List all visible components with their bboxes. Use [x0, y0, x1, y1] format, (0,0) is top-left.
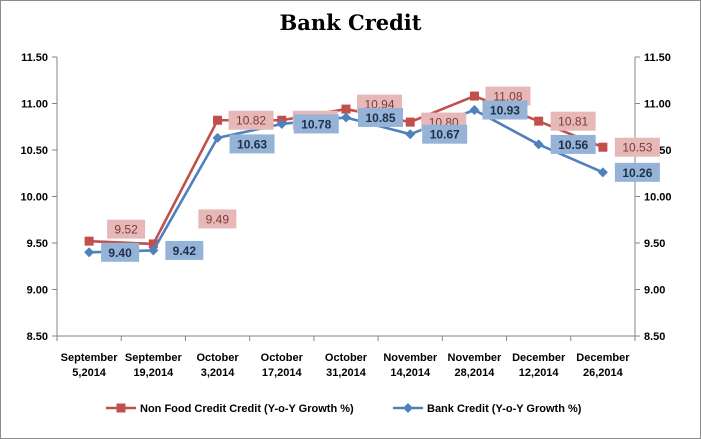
- secondary-y-tick-label: 10.00: [644, 192, 672, 204]
- secondary-y-tick-label: 9.00: [644, 285, 665, 297]
- bank-credit-point: [84, 247, 95, 258]
- bank-credit-data-label: 10.63: [229, 134, 275, 154]
- data-label-text: 10.63: [237, 137, 267, 151]
- bank-credit-line: [89, 108, 604, 254]
- bank-credit-data-label: 10.67: [422, 124, 468, 144]
- data-label-box: [101, 242, 140, 262]
- y-tick-label: 9.00: [27, 285, 48, 297]
- data-label-text: 10.85: [365, 111, 395, 125]
- bank-credit-point: [341, 112, 351, 123]
- x-tick-label: December 12,2014: [512, 352, 566, 379]
- data-label-box: [482, 100, 528, 120]
- data-label-text: 9.40: [108, 246, 132, 260]
- y-tick-label: 8.50: [27, 331, 48, 343]
- nonfood-credit-point: [213, 115, 223, 125]
- bank-credit-data-label: 10.93: [482, 100, 528, 120]
- data-label-text: 10.81: [558, 115, 588, 129]
- secondary-y-tick-label: 9.50: [644, 238, 665, 250]
- data-label-text: 9.49: [206, 212, 230, 226]
- bank-credit-point: [148, 245, 159, 256]
- data-labels: 9.529.4910.8210.8210.9410.8011.0810.8110…: [101, 86, 660, 262]
- nonfood-credit-point: [598, 142, 608, 152]
- nonfood-credit-point: [84, 236, 94, 246]
- data-label-text: 11.08: [493, 90, 522, 104]
- x-tick-label: September 19,2014: [125, 352, 183, 379]
- data-label-box: [228, 110, 274, 130]
- legend-label: Bank Credit (Y-o-Y Growth %): [427, 403, 582, 415]
- data-label-box: [165, 240, 204, 260]
- nonfood-credit-point: [469, 91, 479, 101]
- chart-title: Bank Credit: [279, 10, 422, 35]
- data-label-box: [198, 209, 237, 229]
- x-tick-label: November 14,2014: [383, 352, 438, 379]
- legend-marker: [403, 403, 413, 413]
- y-tick-label: 11.50: [21, 52, 48, 64]
- nonfood-credit-data-label: 10.53: [614, 137, 660, 157]
- x-tick-label: September 5,2014: [61, 352, 119, 379]
- bank-credit-data-label: 10.56: [550, 134, 596, 154]
- data-label-box: [229, 134, 275, 154]
- data-label-text: 10.78: [301, 117, 331, 131]
- nonfood-credit-data-label: 9.49: [198, 209, 237, 229]
- nonfood-credit-point: [534, 116, 544, 126]
- nonfood-credit-point: [341, 104, 351, 114]
- bank-credit-point: [533, 139, 544, 150]
- legend-item-bank-credit: Bank Credit (Y-o-Y Growth %): [393, 403, 582, 415]
- nonfood-credit-data-label: 10.82: [228, 110, 274, 130]
- data-label-text: 10.26: [622, 166, 652, 180]
- legend-marker: [116, 403, 126, 413]
- data-label-box: [614, 162, 660, 182]
- data-label-box: [614, 137, 660, 157]
- bank-credit-point: [212, 132, 223, 143]
- data-label-text: 10.56: [558, 138, 588, 152]
- secondary-y-tick-label: 11.50: [644, 52, 671, 64]
- nonfood-credit-data-label: 9.52: [107, 219, 146, 239]
- x-tick-label: October 3,2014: [196, 352, 239, 379]
- y-tick-label: 10.00: [20, 192, 48, 204]
- secondary-y-tick-label: 8.50: [644, 331, 665, 343]
- data-label-text: 10.93: [490, 104, 520, 118]
- data-label-text: 9.52: [114, 223, 138, 237]
- data-label-text: 9.42: [173, 244, 197, 258]
- x-tick-label: November 28,2014: [448, 352, 503, 379]
- bank-credit-data-label: 9.42: [165, 240, 204, 260]
- nonfood-credit-point: [405, 117, 415, 127]
- axes: 8.50 9.00 9.50 10.00 10.50 11.00 11.50 8.50 9.00…: [20, 52, 671, 379]
- bank-credit-point: [276, 118, 287, 129]
- data-label-box: [422, 124, 468, 144]
- bank-credit-data-label: 10.78: [293, 114, 339, 134]
- x-tick-label: December 26,2014: [576, 352, 630, 379]
- series-lines: [84, 91, 608, 258]
- bank-credit-data-label: 9.40: [101, 242, 140, 262]
- x-tick-label: October 17,2014: [261, 352, 304, 379]
- x-tick-label: October 31,2014: [325, 352, 368, 379]
- legend-item-nonfood-credit: Non Food Credit Credit (Y-o-Y Growth %): [106, 403, 354, 415]
- y-tick-label: 9.50: [27, 238, 48, 250]
- data-label-text: 10.67: [430, 128, 460, 142]
- legend-label: Non Food Credit Credit (Y-o-Y Growth %): [140, 403, 354, 415]
- y-tick-label: 11.00: [21, 99, 48, 111]
- nonfood-credit-point: [148, 239, 158, 249]
- data-label-box: [550, 134, 596, 154]
- data-label-box: [358, 107, 403, 127]
- data-label-box: [550, 111, 596, 131]
- bank-credit-point: [469, 105, 480, 116]
- data-label-box: [293, 114, 339, 134]
- data-label-box: [107, 219, 146, 239]
- y-tick-label: 10.50: [20, 145, 48, 157]
- bank-credit-point: [405, 129, 416, 140]
- bank-credit-point: [597, 167, 608, 178]
- data-label-text: 10.53: [622, 141, 652, 155]
- bank-credit-data-label: 10.26: [614, 162, 660, 182]
- secondary-y-tick-label: 11.00: [644, 99, 671, 111]
- data-label-text: 10.82: [236, 114, 266, 128]
- legend: Non Food Credit Credit (Y-o-Y Growth %) B…: [106, 403, 582, 415]
- bank-credit-data-label: 10.85: [358, 107, 403, 127]
- nonfood-credit-data-label: 10.81: [550, 111, 596, 131]
